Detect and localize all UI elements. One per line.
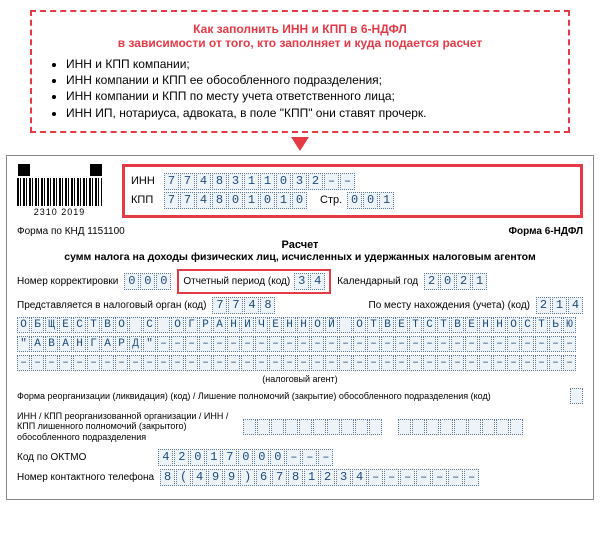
tip-list: ИНН и КПП компании; ИНН компании и КПП е… <box>60 56 554 121</box>
arrow-down-icon <box>0 137 600 151</box>
corr-label: Номер корректировки <box>17 276 118 287</box>
year-cells: 2021 <box>424 273 487 290</box>
oktmo-label: Код по ОКТМО <box>17 452 86 463</box>
period-label: Отчетный период (код) <box>183 276 290 287</box>
period-highlight: Отчетный период (код) 34 <box>177 269 331 294</box>
marker-square <box>18 164 30 176</box>
str-label: Стр. <box>320 194 342 206</box>
reorg-kpp-cells <box>398 419 523 435</box>
oktmo-cells: 42017000––– <box>158 449 333 466</box>
str-cells: 001 <box>347 192 394 209</box>
kpp-cells: 774801010 <box>164 192 307 209</box>
org-name-line1: ОБЩЕСТВОСОГРАНИЧЕННОЙОТВЕТСТВЕННОСТЬЮ <box>17 317 583 333</box>
tip-item: ИНН компании и КПП ее обособленного подр… <box>66 72 554 88</box>
phone-cells: 8(499)6781234––––––– <box>160 469 479 486</box>
barcode-block: 2310 2019 <box>17 164 102 217</box>
tip-item: ИНН ИП, нотариуса, адвоката, в поле "КПП… <box>66 105 554 121</box>
kpp-label: КПП <box>131 194 159 206</box>
place-cells: 214 <box>536 297 583 314</box>
marker-square <box>90 164 102 176</box>
inn-label: ИНН <box>131 175 159 187</box>
tax-org-cells: 7748 <box>212 297 275 314</box>
tip-item: ИНН компании и КПП по месту учета ответс… <box>66 88 554 104</box>
reorg-inn-cells <box>243 419 382 435</box>
reorg-label: Форма реорганизации (ликвидация) (код) /… <box>17 391 564 402</box>
org-name-line2: "АВАНГАРД"–––––––––––––––––––––––––––––– <box>17 336 583 352</box>
inn-cells: 7748311032–– <box>164 173 355 190</box>
year-label: Календарный год <box>337 276 418 287</box>
org-name-line3: –––––––––––––––––––––––––––––––––––––––– <box>17 355 583 371</box>
barcode-number: 2310 2019 <box>34 207 86 217</box>
form-name: Форма 6-НДФЛ <box>508 226 583 237</box>
reorg-cell <box>570 388 583 404</box>
tip-title: Как заполнить ИНН и КПП в 6-НДФЛ <box>46 22 554 36</box>
inn-kpp-highlight: ИНН 7748311032–– КПП 774801010 Стр. 001 <box>122 164 583 218</box>
tip-box: Как заполнить ИНН и КПП в 6-НДФЛ в завис… <box>30 10 570 133</box>
tip-item: ИНН и КПП компании; <box>66 56 554 72</box>
phone-label: Номер контактного телефона <box>17 472 154 483</box>
form-code: Форма по КНД 1151100 <box>17 226 125 237</box>
corr-cells: 000 <box>124 273 171 290</box>
place-label: По месту нахождения (учета) (код) <box>369 300 530 311</box>
tax-org-label: Представляется в налоговый орган (код) <box>17 300 206 311</box>
form-subtitle: сумм налога на доходы физических лиц, ис… <box>17 251 583 263</box>
period-cells: 34 <box>294 273 325 290</box>
tip-subtitle: в зависимости от того, кто заполняет и к… <box>46 36 554 50</box>
form-6-ndfl: 2310 2019 ИНН 7748311032–– КПП 774801010… <box>6 155 594 500</box>
tax-agent-caption: (налоговый агент) <box>17 374 583 384</box>
barcode-icon <box>17 178 102 206</box>
form-title: Расчет <box>17 239 583 251</box>
reorg-inn-label: ИНН / КПП реорганизованной организации /… <box>17 411 237 443</box>
